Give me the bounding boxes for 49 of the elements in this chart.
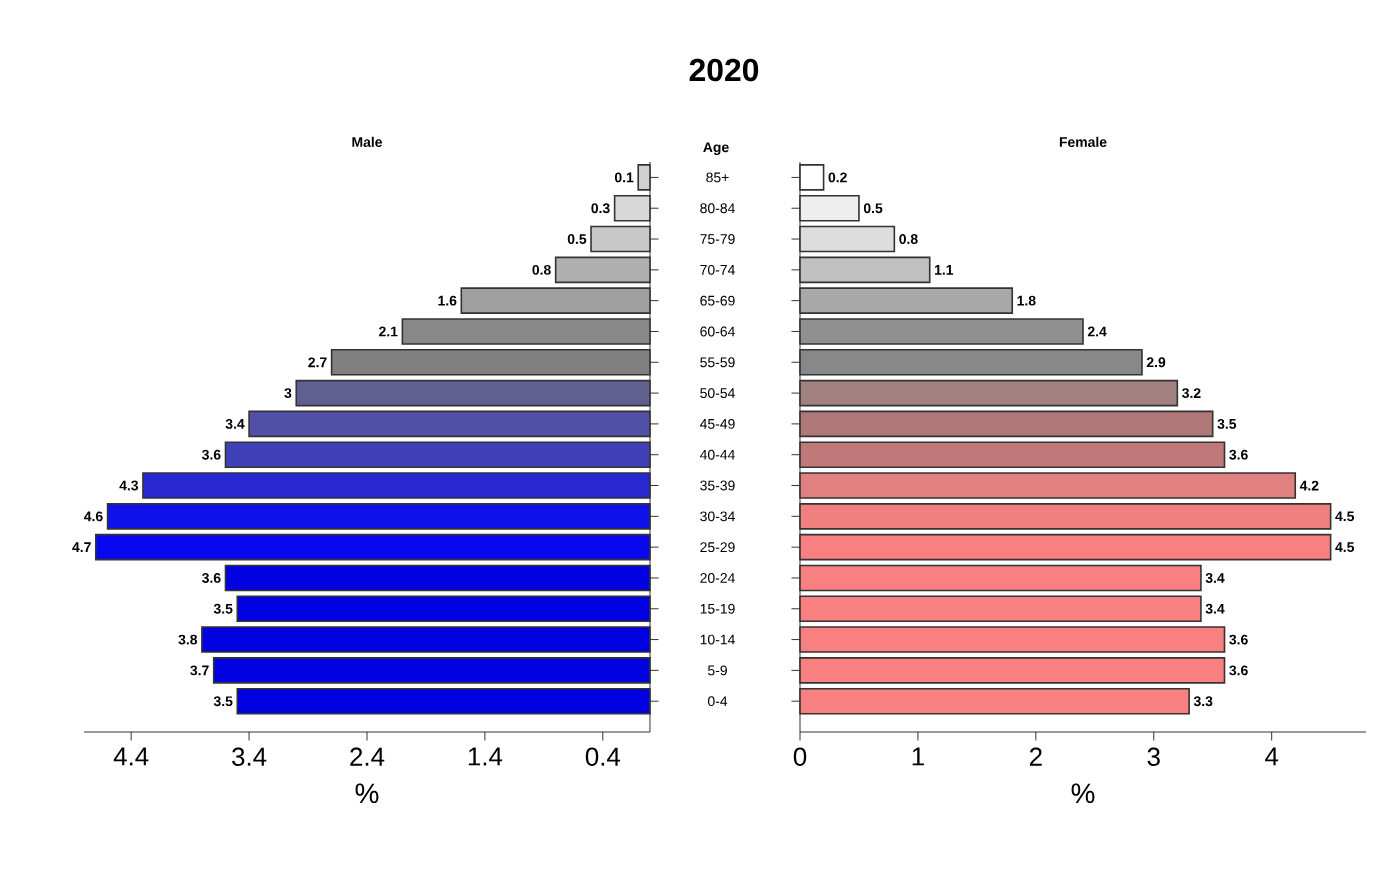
x-tick-label: 2: [1029, 747, 1042, 766]
x-tick-label: 1.4: [468, 747, 503, 766]
bar: [106, 503, 651, 530]
bar: [554, 256, 651, 284]
bar: [401, 318, 651, 345]
bar: [799, 348, 1143, 376]
bar: [94, 533, 651, 561]
x-tick-label: 3.4: [232, 747, 267, 766]
bar: [224, 441, 651, 469]
bar: [799, 441, 1226, 469]
x-tick-label: 0: [793, 747, 807, 766]
x-axis-title: %: [355, 783, 379, 804]
bar: [799, 657, 1226, 684]
bar: [613, 194, 651, 222]
bar: [799, 225, 896, 253]
bar: [224, 564, 651, 592]
bar: [236, 687, 651, 715]
x-tick-label: 4.4: [113, 747, 149, 766]
x-tick-label: 3: [1147, 747, 1160, 766]
bar: [142, 472, 651, 499]
bar: [590, 225, 651, 253]
x-tick-label: 1: [912, 747, 924, 766]
x-tick-label: 2.4: [350, 747, 385, 766]
bar: [248, 410, 651, 438]
bar: [799, 410, 1214, 438]
bar: [799, 687, 1190, 715]
bar: [799, 626, 1226, 653]
chart-title: 2020: [689, 58, 759, 82]
bar: [799, 503, 1332, 530]
x-tick-label: 4: [1265, 747, 1279, 766]
x-tick-label: 0.4: [585, 747, 621, 766]
bar: [799, 595, 1202, 623]
bar: [799, 194, 860, 222]
bar: [799, 379, 1179, 407]
bar: [295, 379, 651, 407]
bar: [799, 318, 1084, 345]
bar: [236, 595, 651, 623]
bar: [799, 287, 1014, 314]
bar: [799, 533, 1332, 561]
bar: [637, 164, 651, 191]
bar: [330, 348, 651, 376]
bar: [799, 472, 1297, 499]
bar: [799, 564, 1202, 592]
x-axis-title: %: [1071, 783, 1095, 804]
bar: [212, 657, 651, 684]
bar: [201, 626, 651, 653]
bar: [799, 164, 825, 191]
bar: [799, 256, 931, 284]
bar: [460, 287, 651, 314]
